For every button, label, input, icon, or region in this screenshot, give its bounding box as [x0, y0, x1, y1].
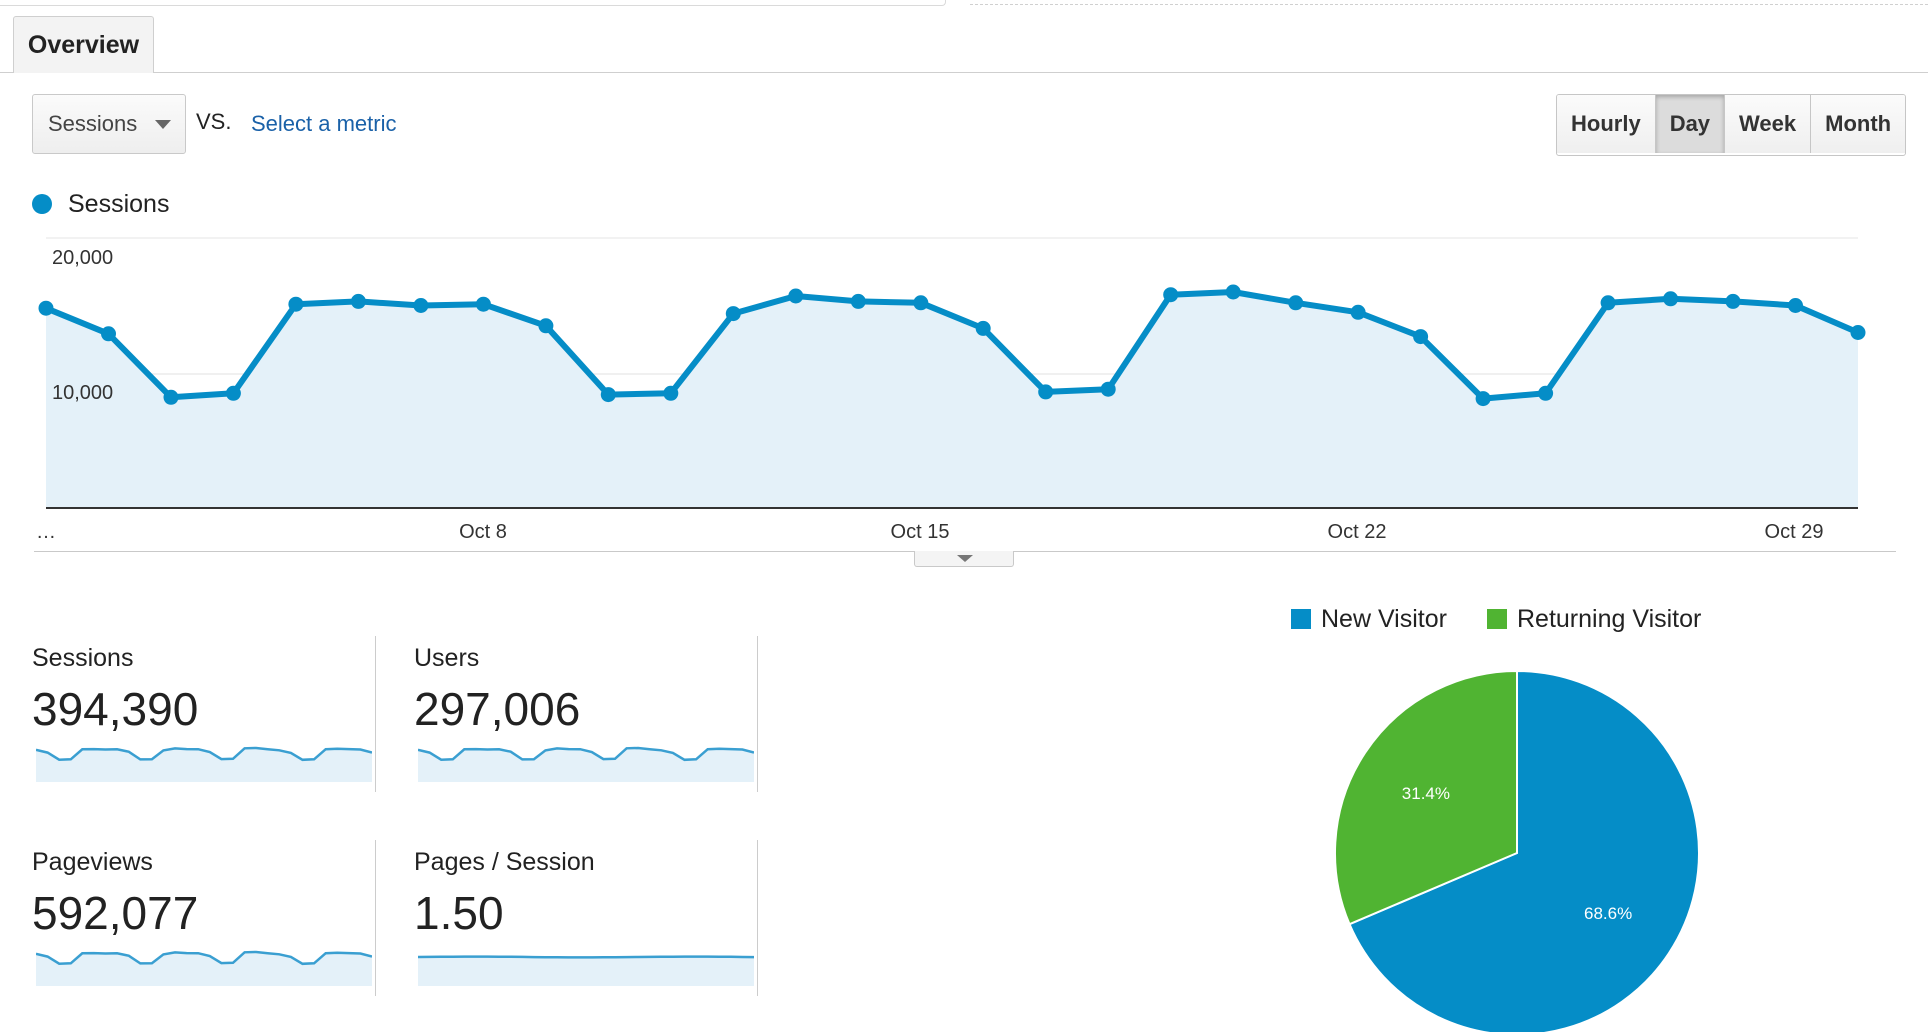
data-point-27[interactable]: [1725, 293, 1741, 309]
y-tick-label-20000: 20,000: [52, 247, 113, 269]
data-point-17[interactable]: [1100, 381, 1116, 397]
sparkline-line: [36, 950, 372, 966]
stat-divider: [757, 840, 758, 996]
top-border-right: [970, 0, 1928, 5]
expand-chart-button[interactable]: [914, 551, 1014, 567]
returning-visitor-label: Returning Visitor: [1517, 604, 1702, 633]
stat-sessions: Sessions 394,390: [32, 636, 376, 800]
sparkline-area: [418, 748, 754, 782]
data-point-4[interactable]: [288, 296, 304, 312]
pie-slice-returning-visitor[interactable]: [1334, 670, 1518, 926]
data-point-1[interactable]: [101, 326, 116, 342]
sessions-legend-dot: [32, 194, 52, 214]
data-point-13[interactable]: [850, 293, 866, 309]
select-metric-link[interactable]: Select a metric: [251, 111, 397, 136]
metric-dropdown[interactable]: Sessions: [32, 94, 186, 154]
stat-sessions-value: 394,390: [32, 683, 199, 735]
stat-pageviews-sparkline: [36, 950, 372, 986]
period-hourly-button[interactable]: Hourly: [1557, 95, 1656, 153]
stat-pageviews: Pageviews 592,077: [32, 840, 376, 1004]
pie-legend-new-visitor: New Visitor: [1291, 604, 1447, 634]
sparkline-line: [418, 955, 754, 959]
tab-overview[interactable]: Overview: [13, 16, 154, 73]
tab-bar-line: [0, 72, 1928, 73]
pie-label-returning-visitor: 31.4%: [1402, 784, 1450, 803]
data-point-6[interactable]: [413, 298, 429, 313]
stat-divider: [757, 636, 758, 792]
sparkline-area: [36, 952, 372, 986]
data-point-29[interactable]: [1850, 325, 1866, 340]
data-point-5[interactable]: [350, 293, 366, 309]
x-tick-label-oct8: Oct 8: [459, 521, 507, 543]
y-tick-label-10000: 10,000: [52, 382, 113, 404]
sparkline-area: [36, 748, 372, 782]
stat-pages-per-session-sparkline: [418, 955, 754, 986]
vs-label: VS.: [196, 109, 232, 134]
data-point-10[interactable]: [663, 385, 679, 401]
sessions-legend-label: Sessions: [68, 190, 170, 218]
data-point-15[interactable]: [975, 320, 991, 336]
stat-pages-per-session-value: 1.50: [414, 887, 504, 939]
stat-pageviews-label: Pageviews: [32, 848, 153, 876]
period-toggle-group: Hourly Day Week Month: [1556, 94, 1907, 156]
visitor-type-pie-chart: 68.6% 31.4%: [1334, 670, 1700, 1032]
sparkline-line: [418, 746, 754, 762]
top-border-left: [0, 0, 946, 6]
data-point-25[interactable]: [1600, 295, 1616, 311]
stat-pageviews-value: 592,077: [32, 887, 199, 939]
data-point-26[interactable]: [1663, 291, 1679, 307]
data-point-8[interactable]: [538, 318, 554, 334]
data-point-20[interactable]: [1288, 295, 1304, 311]
data-point-18[interactable]: [1163, 287, 1179, 303]
sessions-points: [38, 284, 1866, 407]
sessions-area-fill: [46, 292, 1858, 508]
dropdown-caret-icon: [155, 120, 171, 129]
data-point-16[interactable]: [1038, 384, 1054, 400]
expand-chart-icon: [957, 555, 973, 562]
stat-sessions-sparkline: [36, 746, 372, 782]
data-point-7[interactable]: [475, 296, 491, 312]
period-week-button[interactable]: Week: [1725, 95, 1812, 153]
pie-slice-new-visitor[interactable]: [1348, 670, 1700, 1032]
sparkline-area: [418, 956, 754, 986]
period-month-button[interactable]: Month: [1811, 95, 1906, 153]
sessions-series-line: [43, 289, 1861, 402]
stat-users-sparkline: [418, 746, 754, 782]
x-tick-label-oct15: Oct 15: [891, 521, 950, 543]
stat-divider: [375, 636, 376, 792]
new-visitor-swatch: [1291, 609, 1311, 629]
data-point-9[interactable]: [600, 387, 616, 403]
data-point-24[interactable]: [1538, 385, 1554, 401]
returning-visitor-swatch: [1487, 609, 1507, 629]
data-point-0[interactable]: [38, 300, 54, 316]
data-point-28[interactable]: [1788, 298, 1803, 313]
data-point-23[interactable]: [1475, 391, 1491, 407]
metric-dropdown-label: Sessions: [48, 111, 138, 136]
pie-legend-returning-visitor: Returning Visitor: [1487, 604, 1701, 634]
data-point-19[interactable]: [1225, 284, 1241, 300]
data-point-12[interactable]: [788, 288, 804, 304]
data-point-14[interactable]: [913, 295, 929, 311]
stat-pages-per-session-label: Pages / Session: [414, 848, 595, 876]
stat-users-value: 297,006: [414, 683, 581, 735]
data-point-11[interactable]: [725, 306, 741, 322]
data-point-2[interactable]: [163, 389, 179, 405]
stat-users-label: Users: [414, 644, 480, 672]
new-visitor-label: New Visitor: [1321, 604, 1447, 633]
stat-divider: [375, 840, 376, 996]
sparkline-line: [36, 746, 372, 762]
data-point-21[interactable]: [1350, 304, 1366, 320]
x-tick-label-start: …: [36, 521, 56, 543]
pie-label-new-visitor: 68.6%: [1584, 904, 1632, 923]
data-point-22[interactable]: [1413, 329, 1429, 345]
stat-users: Users 297,006: [414, 636, 758, 800]
x-tick-label-oct29: Oct 29: [1765, 521, 1824, 543]
data-point-3[interactable]: [225, 385, 241, 401]
x-tick-label-oct22: Oct 22: [1328, 521, 1387, 543]
period-day-button[interactable]: Day: [1655, 95, 1726, 153]
stat-sessions-label: Sessions: [32, 644, 134, 672]
sessions-line-chart: 20,000 10,000 … Oct 8 Oct 15 Oct 22 Oct …: [36, 237, 1866, 543]
stat-pages-per-session: Pages / Session 1.50: [414, 840, 758, 1004]
